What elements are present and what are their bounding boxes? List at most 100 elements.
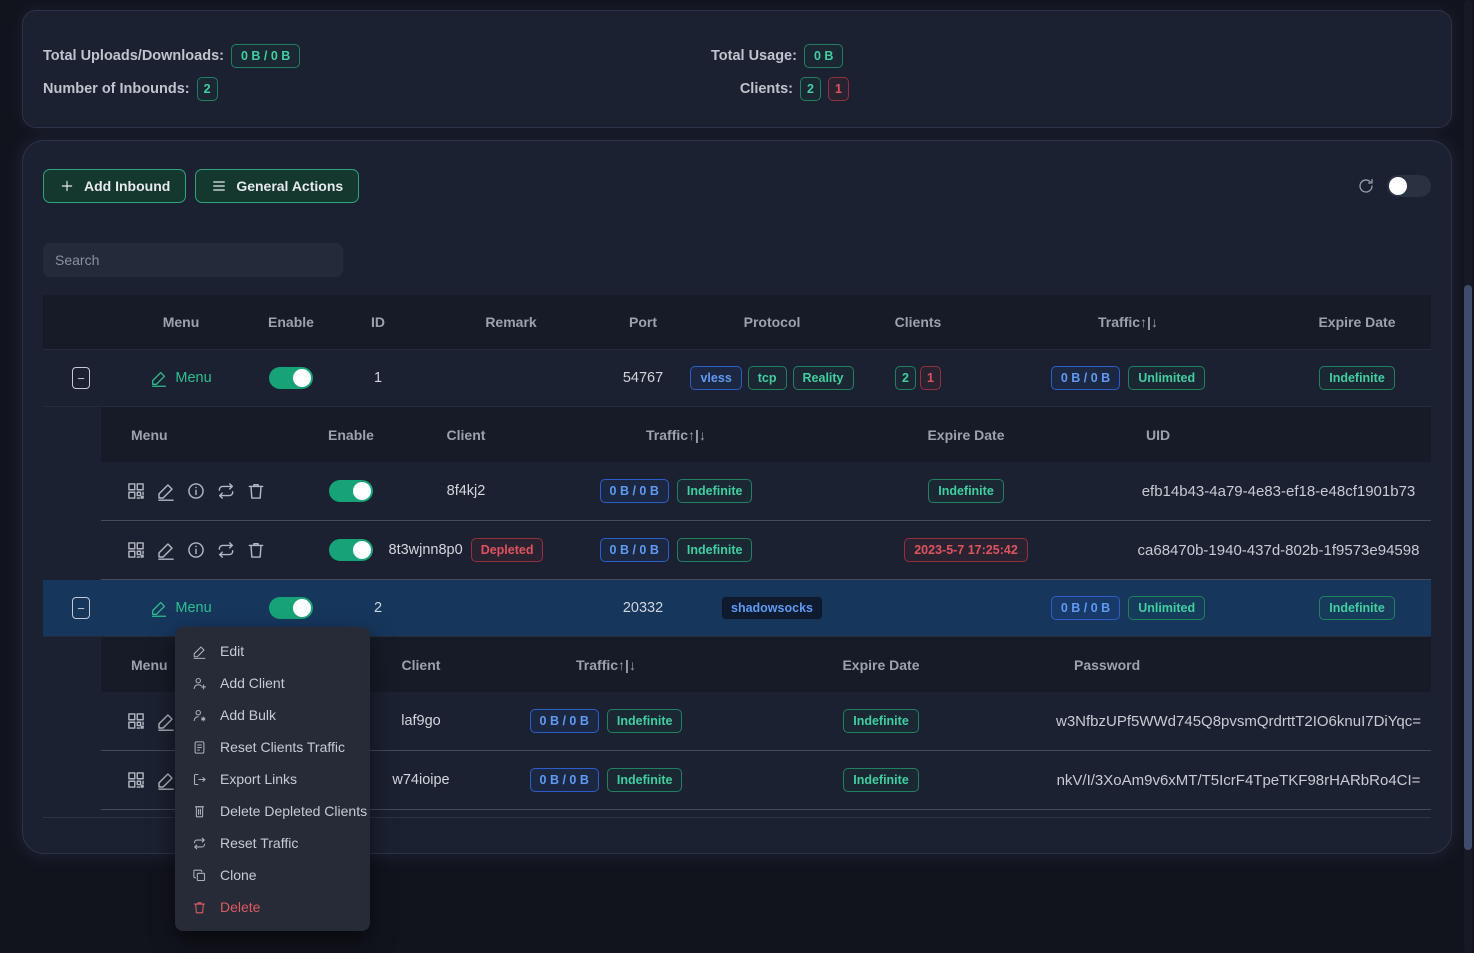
uploads-downloads-label: Total Uploads/Downloads:	[43, 48, 224, 64]
menu-item-add-bulk[interactable]: Add Bulk	[175, 699, 370, 731]
header-client: Client	[401, 656, 441, 673]
edit-icon[interactable]	[156, 770, 176, 790]
client-traffic: 0 B / 0 B Indefinite	[496, 708, 716, 734]
menu-item-clone[interactable]: Clone	[175, 859, 370, 891]
client-name: 8f4kj2	[446, 483, 486, 499]
header-uid: UID	[1146, 426, 1171, 443]
stat-total-usage: Total Usage: 0 B	[711, 43, 849, 69]
inbound-protocol: vless tcp Reality	[681, 365, 863, 391]
menu-item-label: Reset Clients Traffic	[220, 739, 346, 755]
edit-icon[interactable]	[156, 481, 176, 501]
inbound-menu-button[interactable]: Menu	[150, 369, 212, 387]
inbound-protocol: shadowsocks	[681, 595, 863, 621]
header-menu: Menu	[131, 426, 168, 443]
header-traffic-sort[interactable]: Traffic↑|↓	[646, 426, 706, 443]
menu-item-delete[interactable]: Delete	[175, 891, 370, 923]
header-traffic-sort[interactable]: Traffic↑|↓	[576, 656, 636, 673]
reset-traffic-icon[interactable]	[216, 540, 236, 560]
qrcode-icon[interactable]	[126, 711, 146, 731]
scrollbar-thumb[interactable]	[1464, 285, 1472, 850]
header-enable: Enable	[328, 426, 374, 443]
menu-item-export-links[interactable]: Export Links	[175, 763, 370, 795]
client-traffic: 0 B / 0 B Indefinite	[496, 767, 716, 793]
header-traffic-sort[interactable]: Traffic↑|↓	[1098, 314, 1158, 330]
expire-badge: Indefinite	[1319, 595, 1395, 621]
header-port: Port	[629, 314, 657, 330]
edit-icon[interactable]	[156, 711, 176, 731]
inbounds-count-label: Number of Inbounds:	[43, 81, 190, 97]
header-expire-date: Expire Date	[927, 426, 1005, 443]
qrcode-icon[interactable]	[126, 481, 146, 501]
collapse-row-button[interactable]: −	[72, 367, 90, 389]
transport-badge: tcp	[747, 365, 787, 391]
inbound-enable-toggle[interactable]	[269, 597, 313, 619]
menu-item-label: Reset Traffic	[220, 835, 299, 851]
general-actions-label: General Actions	[236, 178, 344, 194]
stats-panel: Total Uploads/Downloads: 0 B / 0 B Numbe…	[22, 10, 1452, 128]
expire-badge: Indefinite	[843, 708, 919, 734]
table-footer	[43, 810, 1431, 818]
menu-item-edit[interactable]: Edit	[175, 635, 370, 667]
menu-item-label: Delete	[220, 899, 261, 915]
header-password: Password	[1074, 656, 1141, 673]
header-menu: Menu	[162, 314, 200, 330]
table-header-row: Menu Enable ID Remark Port Protocol Clie…	[43, 295, 1431, 350]
traffic-limit-badge: Indefinite	[676, 537, 753, 563]
header-remark: Remark	[485, 314, 537, 330]
info-icon[interactable]	[186, 540, 206, 560]
client-enable-toggle[interactable]	[329, 539, 373, 561]
clients-depleted-badge: 1	[827, 76, 849, 102]
menu-item-reset-traffic[interactable]: Reset Traffic	[175, 827, 370, 859]
collapse-glyph: −	[77, 600, 85, 616]
header-enable: Enable	[268, 314, 314, 330]
client-expire: Indefinite	[716, 767, 1046, 793]
inbound-menu-button[interactable]: Menu	[150, 599, 212, 617]
traffic-limit-badge: Indefinite	[606, 767, 683, 793]
traffic-limit-badge: Indefinite	[606, 708, 683, 734]
clients-header-row: Menu Enable Client Traffic↑|↓ Expire Dat…	[101, 407, 1431, 462]
qrcode-icon[interactable]	[126, 770, 146, 790]
add-inbound-button[interactable]: Add Inbound	[43, 169, 187, 203]
inbound-id: 1	[373, 370, 383, 386]
client-enable-toggle[interactable]	[329, 480, 373, 502]
trash-icon[interactable]	[246, 481, 266, 501]
file-reset-icon	[194, 740, 205, 754]
total-usage-label: Total Usage:	[711, 48, 797, 64]
depleted-badge: Depleted	[470, 537, 544, 563]
clients-active-badge: 2	[895, 365, 916, 391]
search-input[interactable]	[43, 243, 343, 277]
trash-icon[interactable]	[246, 540, 266, 560]
traffic-badge: 0 B / 0 B	[529, 767, 599, 793]
menu-item-delete-depleted-clients[interactable]: Delete Depleted Clients	[175, 795, 370, 827]
scrollbar-track	[1464, 0, 1472, 953]
reset-traffic-icon[interactable]	[216, 481, 236, 501]
refresh-icon[interactable]	[1357, 177, 1375, 195]
collapse-glyph: −	[77, 370, 85, 386]
menu-item-add-client[interactable]: Add Client	[175, 667, 370, 699]
client-actions	[101, 481, 316, 501]
client-uid: efb14b43-4a79-4e83-ef18-e48cf1901b73	[1141, 482, 1416, 500]
inbound-port: 20332	[622, 600, 664, 616]
client-expire: 2023-5-7 17:25:42	[806, 537, 1126, 563]
user-bulk-icon	[193, 709, 206, 721]
edit-icon[interactable]	[156, 540, 176, 560]
inbound-enable-toggle[interactable]	[269, 367, 313, 389]
info-icon[interactable]	[186, 481, 206, 501]
total-usage-badge: 0 B	[803, 43, 844, 69]
clients-label: Clients:	[739, 81, 793, 97]
expire-badge: Indefinite	[843, 767, 919, 793]
export-icon	[193, 773, 206, 785]
client-name-group: 8t3wjnn8p0 Depleted	[386, 537, 546, 563]
collapse-row-button[interactable]: −	[72, 597, 90, 619]
qrcode-icon[interactable]	[126, 540, 146, 560]
traffic-badge: 0 B / 0 B	[599, 537, 669, 563]
delete-depleted-icon	[194, 805, 205, 817]
clone-icon	[193, 869, 206, 881]
menu-item-label: Edit	[220, 643, 245, 659]
expire-badge: Indefinite	[928, 478, 1004, 504]
toolbar-right	[1357, 175, 1431, 197]
menu-item-reset-clients-traffic[interactable]: Reset Clients Traffic	[175, 731, 370, 763]
header-expire-date: Expire Date	[1318, 314, 1396, 330]
dark-mode-toggle[interactable]	[1387, 175, 1431, 197]
general-actions-button[interactable]: General Actions	[195, 169, 360, 203]
